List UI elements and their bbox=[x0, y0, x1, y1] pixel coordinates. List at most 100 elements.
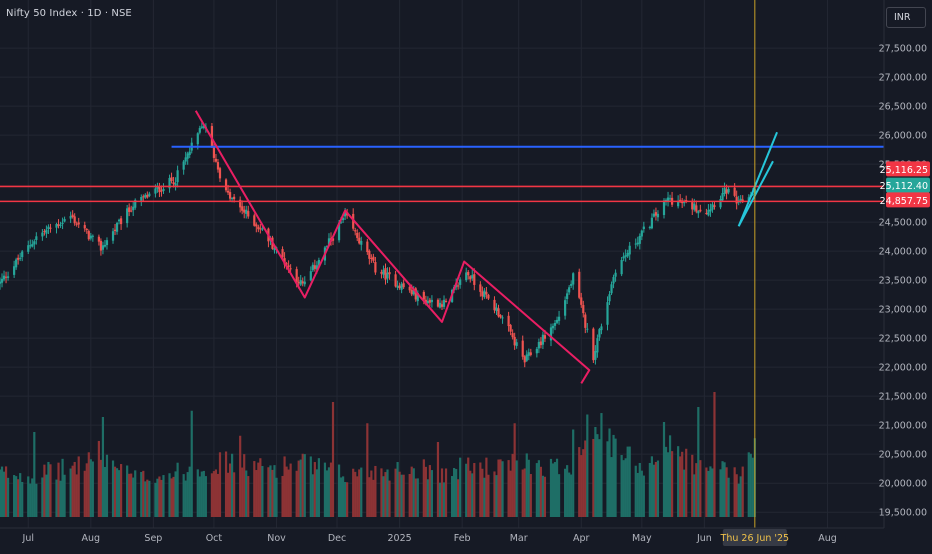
drawings[interactable] bbox=[0, 0, 884, 528]
volume-bar bbox=[295, 470, 298, 517]
volume-bar bbox=[723, 462, 726, 517]
volume-bar bbox=[666, 452, 670, 517]
volume-bar bbox=[654, 461, 658, 517]
currency-button[interactable]: INR bbox=[886, 7, 926, 28]
candle-body bbox=[69, 216, 72, 219]
volume-bar bbox=[507, 460, 510, 517]
candle-body bbox=[481, 291, 484, 297]
volume-bar bbox=[580, 455, 583, 517]
volume-bar bbox=[317, 458, 320, 517]
candle-body bbox=[666, 197, 670, 202]
volume-bar bbox=[303, 454, 306, 517]
chart-title[interactable]: Nifty 50 Index · 1D · NSE bbox=[6, 8, 132, 19]
candle-body bbox=[719, 199, 722, 208]
candle-body bbox=[29, 245, 32, 247]
candle-body bbox=[654, 212, 658, 216]
volume-bar bbox=[652, 464, 656, 517]
candle-body bbox=[148, 193, 151, 197]
candle-body bbox=[628, 245, 631, 255]
crosshair-date-label: Thu 26 Jun '25 bbox=[720, 533, 790, 544]
volume-bar bbox=[741, 466, 744, 517]
candle-body bbox=[176, 170, 179, 183]
candle-body bbox=[685, 199, 688, 202]
candle-body bbox=[473, 274, 476, 285]
candle-body bbox=[662, 200, 666, 215]
candle-body bbox=[174, 183, 177, 186]
volume-bar bbox=[233, 472, 236, 517]
volume-bar bbox=[269, 465, 272, 517]
volume-bar bbox=[198, 476, 201, 517]
price-tick-label: 26,500.00 bbox=[879, 102, 927, 113]
candle-body bbox=[539, 341, 542, 346]
volume-bar bbox=[537, 460, 540, 517]
volume-bar bbox=[255, 470, 258, 517]
candle-body bbox=[394, 274, 397, 287]
volume-bar bbox=[465, 463, 468, 517]
candle-body bbox=[158, 186, 161, 193]
candle-body bbox=[255, 224, 258, 227]
volume-bar bbox=[481, 468, 484, 517]
candle-body bbox=[344, 212, 347, 217]
volume-bar bbox=[662, 422, 666, 517]
volume-bar bbox=[612, 434, 615, 517]
candle-body bbox=[303, 281, 306, 285]
volume-bar bbox=[344, 481, 347, 517]
volume-bar bbox=[695, 463, 698, 517]
volume-bar bbox=[47, 461, 50, 517]
candle-body bbox=[469, 276, 472, 280]
time-tick-label: Mar bbox=[510, 533, 528, 544]
volume-bar bbox=[501, 461, 504, 517]
volume-bar bbox=[2, 471, 6, 517]
volume-bar bbox=[614, 438, 617, 517]
volume-bar bbox=[77, 456, 80, 517]
volume-bar bbox=[142, 470, 145, 517]
candle-body bbox=[91, 235, 94, 237]
volume-bar bbox=[642, 475, 645, 517]
price-axis-bg bbox=[884, 0, 932, 550]
volume-bar bbox=[578, 447, 581, 517]
candle-body bbox=[529, 352, 532, 355]
volume-bar bbox=[148, 480, 151, 517]
candle-body bbox=[27, 245, 30, 252]
candle-body bbox=[499, 315, 502, 318]
volume-bar bbox=[422, 459, 425, 517]
volume-bar bbox=[13, 475, 16, 517]
candle-body bbox=[705, 213, 708, 215]
volume-bar bbox=[346, 482, 349, 517]
candle-body bbox=[327, 238, 331, 245]
volume-bar bbox=[638, 462, 641, 517]
candle-body bbox=[535, 348, 538, 354]
candle-body bbox=[568, 287, 571, 293]
volume-bar bbox=[63, 474, 66, 517]
candle-body bbox=[218, 168, 222, 179]
volume-bar bbox=[239, 435, 242, 517]
wedge-line[interactable] bbox=[737, 131, 778, 227]
candle-body bbox=[372, 256, 375, 261]
candle-body bbox=[594, 350, 597, 360]
volume-bar bbox=[557, 474, 561, 517]
volume-bar bbox=[382, 476, 385, 517]
candle-body bbox=[693, 203, 696, 210]
zigzag-pattern[interactable] bbox=[194, 110, 591, 384]
volume-bar bbox=[596, 434, 599, 517]
volume-bar bbox=[610, 457, 613, 517]
candle-body bbox=[41, 232, 44, 237]
volume-bar bbox=[586, 414, 589, 517]
volume-bar bbox=[620, 455, 623, 517]
volume-bar bbox=[91, 461, 94, 517]
volume-bar bbox=[584, 440, 587, 517]
wedge-line[interactable] bbox=[737, 160, 774, 227]
volume-bar bbox=[693, 474, 696, 517]
volume-bar bbox=[442, 482, 446, 517]
volume-bar bbox=[386, 469, 389, 517]
volume-bar bbox=[600, 413, 603, 517]
candle-body bbox=[410, 289, 413, 295]
candle-body bbox=[509, 325, 512, 332]
candle-body bbox=[6, 276, 10, 278]
candle-body bbox=[396, 285, 399, 288]
volume-bar bbox=[541, 475, 545, 517]
volume-bar bbox=[271, 469, 274, 517]
volume-bar bbox=[245, 470, 248, 517]
